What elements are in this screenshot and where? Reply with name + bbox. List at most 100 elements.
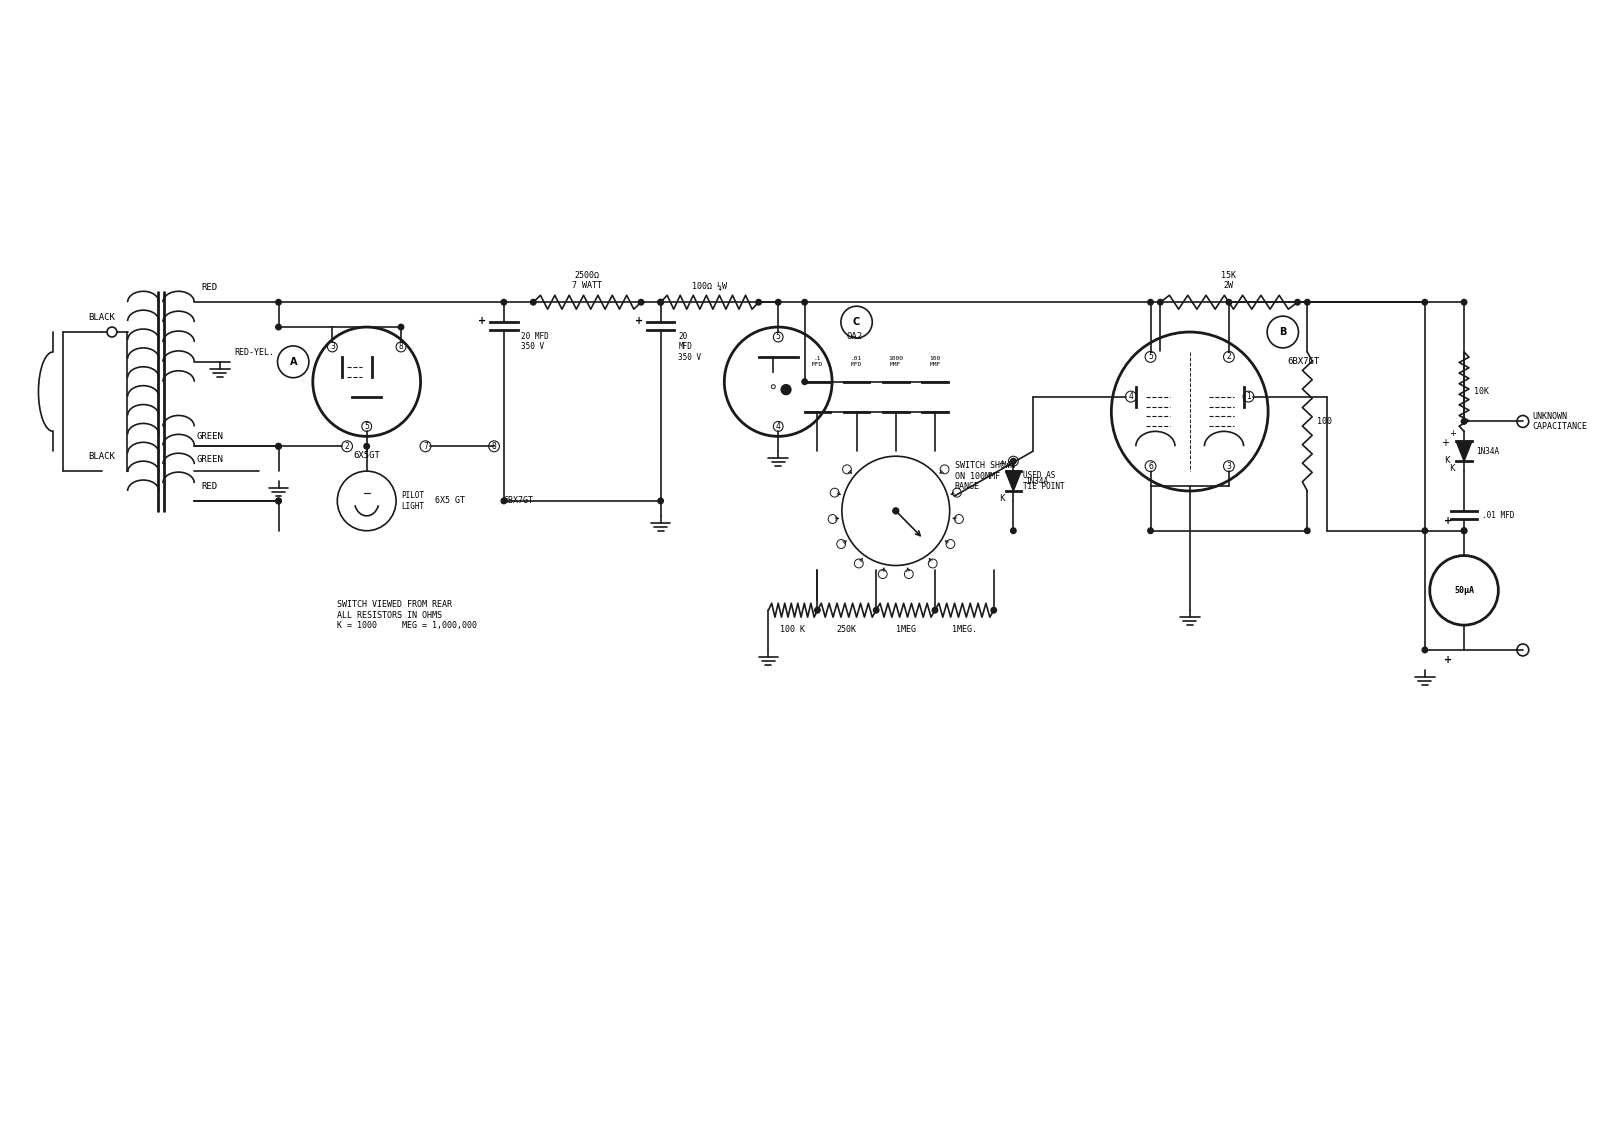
Text: 6: 6: [1149, 461, 1154, 470]
Text: 100: 100: [1317, 417, 1333, 426]
Circle shape: [658, 300, 664, 305]
Circle shape: [933, 607, 938, 613]
Text: 8: 8: [491, 442, 496, 451]
Text: RED: RED: [202, 283, 218, 292]
Circle shape: [1294, 300, 1301, 305]
Circle shape: [874, 607, 878, 613]
Text: +: +: [635, 316, 643, 326]
Text: 1MEG.: 1MEG.: [952, 625, 978, 634]
Circle shape: [1461, 300, 1467, 305]
Circle shape: [802, 300, 808, 305]
Text: 1000
MMF: 1000 MMF: [888, 356, 904, 366]
Circle shape: [1147, 300, 1154, 305]
Text: B: B: [1278, 327, 1286, 337]
Circle shape: [531, 300, 536, 305]
Text: +: +: [1445, 655, 1453, 665]
Text: 6X5 GT: 6X5 GT: [435, 497, 466, 506]
Text: .01 MFD: .01 MFD: [1482, 511, 1514, 520]
Circle shape: [776, 300, 781, 305]
Text: SWITCH SHOWN
ON 100MMF
RANGE: SWITCH SHOWN ON 100MMF RANGE: [955, 461, 1014, 491]
Text: BLACK: BLACK: [88, 452, 115, 461]
Text: GREEN: GREEN: [197, 455, 224, 464]
Circle shape: [638, 300, 643, 305]
Circle shape: [275, 443, 282, 449]
Text: 3: 3: [330, 343, 334, 352]
Text: 4: 4: [1128, 392, 1133, 402]
Text: 2: 2: [344, 442, 349, 451]
Circle shape: [1304, 300, 1310, 305]
Text: 250K: 250K: [837, 625, 856, 634]
Circle shape: [501, 498, 507, 503]
Text: BLACK: BLACK: [88, 313, 115, 322]
Circle shape: [658, 498, 664, 503]
Circle shape: [363, 443, 370, 449]
Circle shape: [275, 443, 282, 449]
Text: 5: 5: [776, 333, 781, 342]
Circle shape: [781, 385, 790, 395]
Text: +: +: [1442, 439, 1450, 448]
Text: +: +: [478, 316, 486, 326]
Text: 6X5GT: 6X5GT: [354, 451, 381, 460]
Text: 1N34A: 1N34A: [1026, 476, 1048, 485]
Circle shape: [1461, 528, 1467, 534]
Text: 3: 3: [1227, 461, 1232, 470]
Text: +: +: [998, 459, 1005, 468]
Circle shape: [1461, 528, 1467, 534]
Circle shape: [398, 325, 403, 330]
Text: 5: 5: [365, 422, 370, 431]
Circle shape: [1422, 647, 1427, 653]
Circle shape: [501, 300, 507, 305]
Text: GREEN: GREEN: [197, 432, 224, 441]
Circle shape: [1226, 300, 1232, 305]
Circle shape: [1304, 528, 1310, 534]
Text: .1
MFD: .1 MFD: [811, 356, 822, 366]
Text: 2500Ω
7 WATT: 2500Ω 7 WATT: [573, 271, 602, 291]
Text: 1: 1: [1246, 392, 1251, 402]
Text: PILOT
LIGHT: PILOT LIGHT: [402, 491, 424, 510]
Circle shape: [1147, 528, 1154, 534]
Text: 100 K: 100 K: [781, 625, 805, 634]
Text: 6BX7GT: 6BX7GT: [1288, 357, 1320, 366]
Text: OA2: OA2: [846, 333, 862, 342]
Text: RED: RED: [202, 482, 218, 491]
Text: 100
MMF: 100 MMF: [930, 356, 941, 366]
Text: 50μA: 50μA: [1454, 586, 1474, 595]
Text: A: A: [290, 356, 298, 366]
Text: 20
MFD
350 V: 20 MFD 350 V: [678, 333, 701, 362]
Circle shape: [1011, 458, 1016, 464]
Text: K: K: [998, 494, 1005, 503]
Text: +: +: [1450, 430, 1456, 439]
Circle shape: [990, 607, 997, 613]
Text: 7: 7: [422, 442, 427, 451]
Text: K: K: [1450, 464, 1454, 473]
Text: 15K
2W: 15K 2W: [1221, 271, 1237, 291]
Text: 10K: 10K: [1474, 387, 1490, 396]
Circle shape: [1422, 300, 1427, 305]
Text: 5: 5: [1149, 353, 1154, 362]
Text: 1N34A: 1N34A: [1475, 447, 1499, 456]
Circle shape: [275, 498, 282, 503]
Text: USED AS
TIE POINT: USED AS TIE POINT: [1022, 472, 1064, 491]
Text: RED-YEL.: RED-YEL.: [235, 348, 275, 357]
Polygon shape: [1005, 472, 1021, 491]
Circle shape: [275, 300, 282, 305]
Text: 2: 2: [1227, 353, 1232, 362]
Text: 6BX7GT: 6BX7GT: [504, 497, 534, 506]
Circle shape: [1011, 528, 1016, 534]
Text: +: +: [1445, 516, 1453, 526]
Text: K: K: [1443, 456, 1450, 465]
Text: 1MEG: 1MEG: [896, 625, 915, 634]
Text: C: C: [853, 317, 861, 327]
Text: 4: 4: [776, 422, 781, 431]
Circle shape: [1422, 528, 1427, 534]
Circle shape: [275, 498, 282, 503]
Circle shape: [802, 379, 808, 385]
Circle shape: [658, 300, 664, 305]
Circle shape: [893, 508, 899, 513]
Text: SWITCH VIEWED FROM REAR
ALL RESISTORS IN OHMS
K = 1000     MEG = 1,000,000: SWITCH VIEWED FROM REAR ALL RESISTORS IN…: [338, 601, 477, 630]
Text: 8: 8: [398, 343, 403, 352]
Polygon shape: [1456, 441, 1472, 461]
Circle shape: [275, 325, 282, 330]
Text: 100Ω ¼W: 100Ω ¼W: [693, 282, 726, 291]
Text: .01
MFD: .01 MFD: [851, 356, 862, 366]
